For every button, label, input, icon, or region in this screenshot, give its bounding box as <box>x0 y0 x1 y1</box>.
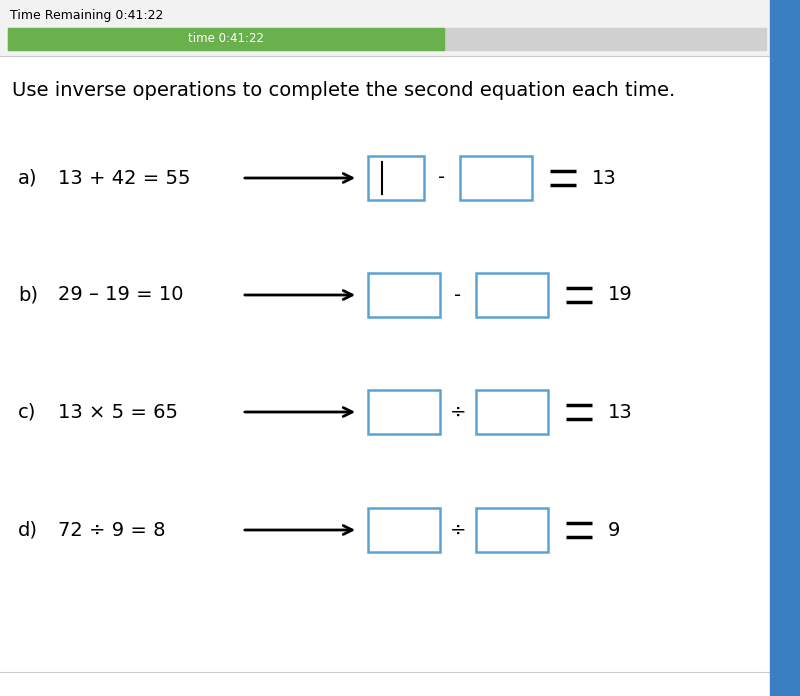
Text: 19: 19 <box>608 285 633 305</box>
Bar <box>460 156 532 200</box>
Text: 9: 9 <box>608 521 620 539</box>
Text: -: - <box>454 285 462 305</box>
Text: 13: 13 <box>592 168 617 187</box>
Bar <box>368 508 440 552</box>
Text: -: - <box>438 168 446 187</box>
Bar <box>368 273 440 317</box>
Bar <box>8 28 444 50</box>
Bar <box>476 390 548 434</box>
Text: Use inverse operations to complete the second equation each time.: Use inverse operations to complete the s… <box>12 81 675 100</box>
Bar <box>476 273 548 317</box>
Text: time 0:41:22: time 0:41:22 <box>188 33 264 45</box>
Text: a): a) <box>18 168 38 187</box>
Text: ÷: ÷ <box>450 402 466 422</box>
Text: 13 + 42 = 55: 13 + 42 = 55 <box>58 168 190 187</box>
Bar <box>368 390 440 434</box>
Text: 29 – 19 = 10: 29 – 19 = 10 <box>58 285 183 305</box>
Text: d): d) <box>18 521 38 539</box>
Bar <box>476 508 548 552</box>
Text: b): b) <box>18 285 38 305</box>
Bar <box>770 0 800 696</box>
Text: 72 ÷ 9 = 8: 72 ÷ 9 = 8 <box>58 521 166 539</box>
Text: c): c) <box>18 402 36 422</box>
Bar <box>368 156 424 200</box>
Text: 13: 13 <box>608 402 633 422</box>
Bar <box>8 28 766 50</box>
Text: 13 × 5 = 65: 13 × 5 = 65 <box>58 402 178 422</box>
Bar <box>0 0 800 56</box>
Text: ÷: ÷ <box>450 521 466 539</box>
Text: Time Remaining 0:41:22: Time Remaining 0:41:22 <box>10 10 163 22</box>
